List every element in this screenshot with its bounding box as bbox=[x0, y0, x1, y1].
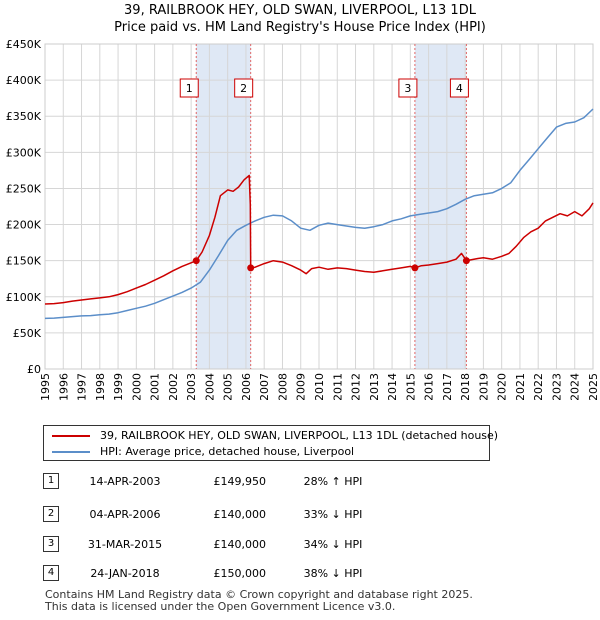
y-tick-label: £400K bbox=[6, 74, 42, 87]
transaction-price: £149,950 bbox=[213, 475, 267, 488]
x-tick-label: 1996 bbox=[57, 373, 70, 400]
shaded-period bbox=[196, 44, 251, 369]
sale-point bbox=[462, 257, 470, 265]
x-tick-label: 2025 bbox=[587, 373, 600, 400]
transaction-row: 1 14-APR-2003 £149,950 28% ↑ HPI bbox=[0, 472, 600, 492]
y-tick-label: £0 bbox=[27, 363, 41, 376]
legend-label-property: 39, RAILBROOK HEY, OLD SWAN, LIVERPOOL, … bbox=[100, 429, 499, 442]
x-tick-label: 2009 bbox=[295, 373, 308, 400]
sale-label-box bbox=[179, 78, 199, 98]
transaction-price: £140,000 bbox=[213, 538, 267, 551]
x-tick-label: 1995 bbox=[39, 373, 52, 400]
x-tick-label: 2010 bbox=[313, 373, 326, 400]
sale-label-box bbox=[398, 78, 418, 98]
x-tick-label: 2015 bbox=[404, 373, 417, 400]
transaction-hpi: 28% ↑ HPI bbox=[303, 475, 363, 488]
x-tick-label: 2019 bbox=[477, 373, 490, 400]
y-tick-label: £150K bbox=[6, 255, 42, 268]
footer-copyright: Contains HM Land Registry data © Crown c… bbox=[45, 588, 473, 601]
transaction-date: 14-APR-2003 bbox=[89, 475, 161, 488]
sale-label: 4 bbox=[456, 82, 463, 95]
transaction-number: 4 bbox=[43, 565, 59, 581]
transaction-date: 04-APR-2006 bbox=[89, 508, 161, 521]
x-tick-label: 2011 bbox=[331, 373, 344, 400]
x-tick-label: 2023 bbox=[550, 373, 563, 400]
y-tick-label: £50K bbox=[13, 327, 42, 340]
x-tick-label: 2014 bbox=[386, 373, 399, 400]
transaction-hpi: 38% ↓ HPI bbox=[303, 567, 363, 580]
shaded-period bbox=[414, 44, 467, 369]
x-tick-label: 2020 bbox=[496, 373, 509, 400]
transaction-hpi: 33% ↓ HPI bbox=[303, 508, 363, 521]
x-tick-label: 2001 bbox=[149, 373, 162, 400]
x-tick-label: 1999 bbox=[112, 373, 125, 400]
x-tick-label: 2021 bbox=[514, 373, 527, 400]
property-price-line bbox=[44, 174, 594, 305]
hpi-line bbox=[44, 108, 594, 320]
x-tick-label: 2006 bbox=[240, 373, 253, 400]
plot-frame bbox=[44, 43, 594, 370]
y-tick-label: £200K bbox=[6, 219, 42, 232]
y-tick-label: £350K bbox=[6, 110, 42, 123]
x-tick-label: 1998 bbox=[94, 373, 107, 400]
x-tick-label: 2005 bbox=[222, 373, 235, 400]
legend-label-hpi: HPI: Average price, detached house, Live… bbox=[100, 445, 355, 458]
price-chart: £0 £50K £100K £150K £200K £250K £300K £350K £400… bbox=[6, 38, 600, 400]
x-tick-label: 2012 bbox=[350, 373, 363, 400]
x-tick-label: 2017 bbox=[441, 373, 454, 400]
x-tick-label: 2013 bbox=[368, 373, 381, 400]
footer: Contains HM Land Registry data © Crown c… bbox=[45, 589, 473, 613]
transaction-date: 31-MAR-2015 bbox=[87, 538, 163, 551]
transaction-row: 3 31-MAR-2015 £140,000 34% ↓ HPI bbox=[0, 535, 600, 555]
sale-label-box bbox=[449, 78, 469, 98]
footer-license: This data is licensed under the Open Gov… bbox=[45, 600, 396, 613]
transaction-price: £150,000 bbox=[213, 567, 267, 580]
sale-label: 2 bbox=[240, 82, 247, 95]
x-tick-label: 2007 bbox=[258, 373, 271, 400]
x-tick-label: 2002 bbox=[167, 373, 180, 400]
sale-point bbox=[247, 264, 255, 272]
y-tick-label: £100K bbox=[6, 291, 42, 304]
x-tick-label: 2004 bbox=[203, 373, 216, 400]
transaction-price: £140,000 bbox=[213, 508, 267, 521]
x-tick-label: 2022 bbox=[532, 373, 545, 400]
legend-swatch-hpi bbox=[52, 451, 90, 453]
x-tick-label: 2018 bbox=[459, 373, 472, 400]
sale-point bbox=[192, 257, 200, 265]
x-tick-label: 1997 bbox=[76, 373, 89, 400]
legend-swatch-property bbox=[52, 435, 90, 437]
transaction-hpi: 34% ↓ HPI bbox=[303, 538, 363, 551]
x-tick-label: 2003 bbox=[185, 373, 198, 400]
y-tick-label: £300K bbox=[6, 146, 42, 159]
transaction-row: 4 24-JAN-2018 £150,000 38% ↓ HPI bbox=[0, 564, 600, 584]
transaction-number: 1 bbox=[43, 473, 59, 489]
sale-point bbox=[411, 264, 419, 272]
x-tick-label: 2000 bbox=[130, 373, 143, 400]
transaction-date: 24-JAN-2018 bbox=[90, 567, 160, 580]
transaction-number: 2 bbox=[43, 506, 59, 522]
x-tick-label: 2024 bbox=[569, 373, 582, 400]
y-tick-label: £450K bbox=[6, 38, 42, 51]
chart-subtitle: Price paid vs. HM Land Registry's House … bbox=[114, 20, 486, 35]
transaction-number: 3 bbox=[43, 536, 59, 552]
x-tick-label: 2016 bbox=[423, 373, 436, 400]
sale-label-box bbox=[234, 78, 254, 98]
sale-label: 1 bbox=[186, 82, 193, 95]
x-tick-label: 2008 bbox=[276, 373, 289, 400]
chart-title: 39, RAILBROOK HEY, OLD SWAN, LIVERPOOL, … bbox=[124, 3, 476, 18]
y-tick-label: £250K bbox=[6, 182, 42, 195]
transaction-row: 2 04-APR-2006 £140,000 33% ↓ HPI bbox=[0, 505, 600, 525]
sale-label: 3 bbox=[404, 82, 411, 95]
legend: 39, RAILBROOK HEY, OLD SWAN, LIVERPOOL, … bbox=[43, 425, 498, 461]
